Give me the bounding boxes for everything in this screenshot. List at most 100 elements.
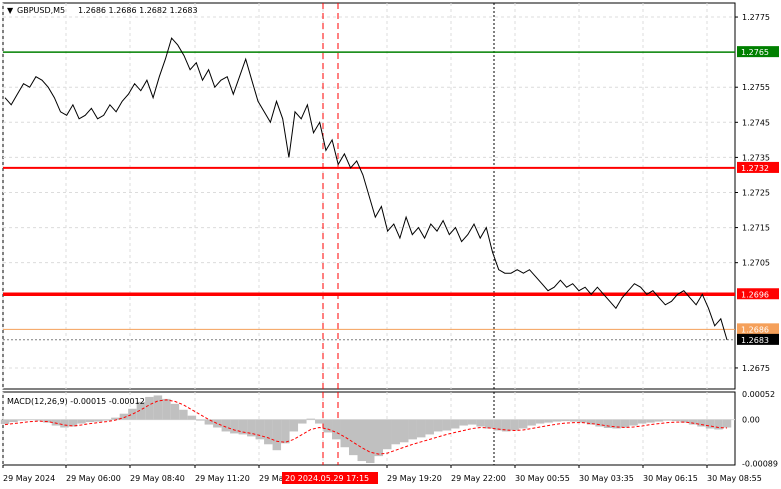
x-tick-label: 29 May 08:40	[130, 474, 185, 483]
macd-histogram-bar	[272, 419, 282, 451]
macd-histogram-bar	[671, 419, 681, 422]
price-levels	[3, 51, 735, 341]
x-tick-label: 30 May 03:35	[579, 474, 634, 483]
x-tick-label: 29 May 06:00	[66, 474, 121, 483]
price-line	[4, 37, 728, 341]
macd-histogram-bar	[349, 419, 358, 456]
level-tag-label: 1.2765	[741, 48, 769, 57]
macd-histogram-bar	[366, 419, 375, 464]
level-tag-label: 1.2696	[741, 290, 769, 299]
macd-histogram-bar	[722, 419, 732, 428]
macd-histogram-bar	[17, 419, 27, 421]
symbol-label: GBPUSD,M5	[17, 6, 65, 15]
macd-histogram-bar	[425, 419, 434, 435]
macd-histogram-bar	[637, 419, 647, 424]
macd-histogram-bar	[620, 419, 630, 428]
macd-histogram-bar	[459, 419, 468, 426]
macd-histogram-bar	[501, 419, 511, 432]
macd-y-tick-label: 0.00052	[742, 390, 775, 399]
time-axis: 29 May 2024 29 May 06:00 29 May 08:40 29 Ma…	[2, 465, 762, 484]
x-tick-label: 29 Ma	[259, 474, 284, 483]
level-tag	[737, 333, 779, 345]
macd-histogram-bar	[374, 419, 383, 457]
level-tag-label: 1.2683	[741, 336, 769, 345]
macd-y-tick-label: 0.00	[742, 416, 760, 425]
price-axis: 1.2765 1.2732 1.2696 1.2686 1.2683 1.2775 1.27…	[735, 13, 779, 373]
macd-panel: MACD(12,26,9) -0.00015 -0.00012 0.00052 0.…	[0, 390, 778, 469]
macd-histogram-bar	[493, 419, 502, 431]
x-tick-label: 30 May 08:55	[707, 474, 762, 483]
macd-histogram-bar	[51, 419, 61, 426]
macd-histogram-bar	[68, 419, 78, 427]
macd-histogram-bar	[595, 419, 604, 427]
macd-histogram-bar	[332, 419, 341, 440]
level-tag-label: 1.2732	[741, 164, 769, 173]
macd-histogram-bar	[399, 419, 409, 443]
x-highlight-label: 20 2024.05.29 17:15	[285, 474, 369, 483]
macd-histogram-bar	[170, 403, 180, 420]
macd-histogram-bar	[255, 419, 265, 440]
y-tick-label: 1.2705	[742, 259, 770, 268]
macd-histogram-bar	[111, 417, 120, 420]
level-tag	[737, 46, 779, 58]
macd-histogram-bar	[484, 419, 494, 429]
macd-histogram-bar	[433, 419, 443, 432]
macd-histogram-bar	[247, 419, 256, 437]
macd-histogram-bar	[221, 419, 231, 432]
macd-histogram-bar	[0, 419, 10, 425]
chart-header: ▼ GBPUSD,M5 1.2686 1.2686 1.2682 1.2683	[7, 6, 198, 15]
macd-histogram-bar	[94, 419, 103, 422]
macd-histogram-bar	[145, 396, 154, 420]
x-tick-label: 29 May 19:20	[387, 474, 442, 483]
macd-title: MACD(12,26,9) -0.00015 -0.00012	[7, 397, 145, 406]
macd-histogram-bar	[705, 419, 715, 429]
level-tag	[737, 323, 779, 335]
macd-histogram-bar	[136, 401, 146, 420]
header-arrow-icon[interactable]: ▼	[7, 6, 14, 15]
level-tag-label: 1.2686	[741, 325, 769, 334]
macd-histogram-bar	[102, 419, 112, 421]
grid-lines	[2, 3, 735, 465]
macd-histogram-bar	[382, 419, 392, 450]
macd-histogram-bar	[518, 419, 528, 429]
macd-histogram-bar	[196, 419, 205, 421]
x-tick-label: 29 May 2024	[3, 474, 55, 483]
x-tick-label: 29 May 11:20	[195, 474, 250, 483]
level-tag	[737, 161, 779, 173]
macd-histogram-bar	[281, 419, 290, 444]
macd-histogram-bar	[264, 419, 273, 445]
macd-histogram-bar	[442, 419, 451, 431]
macd-histogram-bar	[629, 419, 638, 426]
x-tick-label: 30 May 06:15	[643, 474, 698, 483]
level-tag	[737, 288, 779, 300]
y-tick-label: 1.2745	[742, 118, 770, 127]
macd-histogram-bar	[527, 419, 536, 426]
y-tick-label: 1.2715	[742, 224, 770, 233]
macd-histogram-bar	[654, 419, 664, 422]
macd-histogram-bar	[578, 419, 587, 423]
x-highlight-box	[282, 472, 378, 484]
macd-histogram-bar	[34, 419, 44, 421]
macd-histogram-bar	[612, 419, 621, 429]
macd-histogram-bar	[298, 419, 307, 424]
macd-histogram-bar	[238, 419, 248, 435]
macd-histogram-bar	[663, 419, 672, 421]
x-tick-label: 30 May 00:55	[515, 474, 570, 483]
macd-histogram-bar	[450, 419, 460, 429]
macd-histogram-bar	[467, 419, 477, 425]
macd-histogram-bar	[697, 419, 706, 427]
chart-frame	[2, 2, 736, 466]
macd-histogram-bar	[391, 419, 400, 445]
macd-histogram-bar	[323, 419, 333, 433]
macd-histogram-bar	[315, 419, 324, 424]
macd-histogram-bar	[535, 419, 545, 424]
macd-histogram-bar	[289, 419, 299, 432]
y-tick-label: 1.2775	[742, 13, 770, 22]
macd-histogram-bar	[688, 419, 698, 425]
y-tick-label: 1.2755	[742, 83, 770, 92]
macd-histogram-bar	[162, 398, 171, 420]
macd-histogram-bar	[85, 419, 95, 423]
macd-histogram-bar	[128, 408, 137, 420]
macd-histogram-bar	[714, 419, 723, 430]
